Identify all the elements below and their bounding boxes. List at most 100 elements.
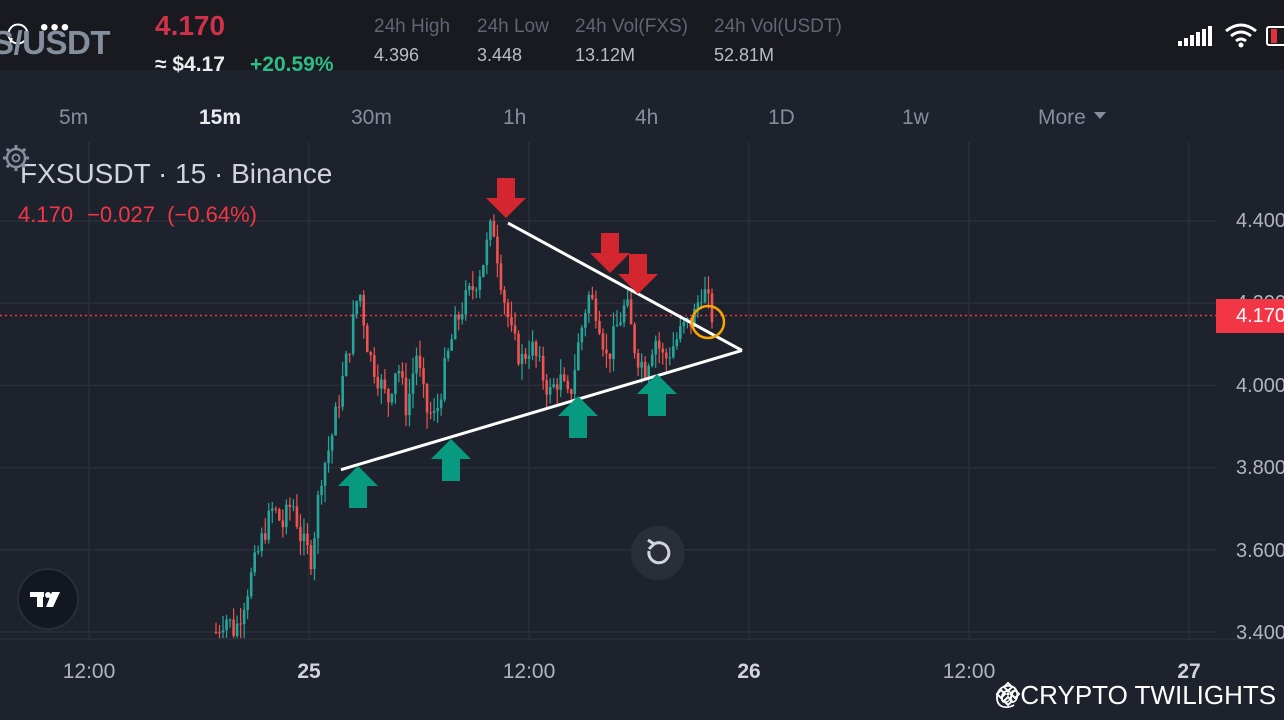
tab-more[interactable]: More	[1038, 106, 1106, 130]
candle-body	[267, 510, 271, 540]
tab-1d[interactable]: 1D	[768, 106, 795, 129]
candle-body	[316, 495, 320, 539]
candle-body	[541, 355, 545, 381]
candle-body	[246, 596, 249, 611]
whatsapp-icon	[7, 23, 29, 45]
candle-body	[467, 285, 471, 291]
candle-body	[218, 632, 221, 634]
candle-body	[292, 506, 295, 508]
tab-5m[interactable]: 5m	[59, 106, 89, 129]
candle-body	[531, 341, 534, 356]
candle-body	[510, 317, 513, 326]
candle-body	[619, 322, 622, 326]
candle-body	[664, 352, 668, 359]
candle-body	[562, 374, 566, 381]
candle-body	[323, 463, 327, 486]
down-arrow-marker	[618, 254, 658, 294]
candle-body	[633, 324, 636, 354]
candle-body	[337, 406, 341, 408]
trading-pair[interactable]: S/USDT	[0, 24, 111, 61]
watermark: @CRYPTO TWILIGHTS	[994, 680, 1276, 711]
candle-body	[584, 313, 587, 328]
candle-body	[496, 236, 499, 264]
candle-body	[707, 289, 710, 294]
market-header: ••• S/USDT 4.170 ≈ $4.17 +20.59% 24h Hig…	[0, 0, 1284, 76]
candle-body	[270, 508, 274, 511]
candle-body	[513, 325, 517, 334]
candle-body	[598, 320, 601, 334]
stat-24h-high: 24h High 4.396	[374, 16, 450, 66]
price-chart[interactable]: FXSUSDT · 15 · Binance 4.170 −0.027 (−0.6…	[0, 142, 1284, 720]
candle-body	[327, 450, 330, 464]
candle-body	[309, 545, 313, 570]
tradingview-logo-icon	[30, 592, 60, 607]
candle-body	[341, 376, 344, 407]
time-axis-label: 27	[1177, 660, 1201, 683]
up-arrow-marker	[637, 374, 677, 416]
candle-body	[418, 355, 422, 368]
candle-body	[362, 294, 366, 326]
candle-body	[682, 321, 686, 327]
tab-15m[interactable]: 15m	[199, 106, 242, 129]
tab-1h[interactable]: 1h	[503, 106, 527, 129]
stat-value: 52.81M	[714, 45, 775, 65]
candle-body	[566, 380, 570, 390]
candle-body	[552, 384, 556, 388]
tradingview-logo[interactable]	[17, 568, 79, 630]
candle-body	[548, 387, 552, 395]
candle-body	[482, 265, 485, 277]
rotate-icon	[647, 538, 671, 565]
candlestick-chart[interactable]	[0, 142, 1284, 720]
candle-body	[594, 298, 598, 321]
reset-chart-button[interactable]	[631, 526, 685, 580]
candle-body	[260, 533, 264, 552]
candle-body	[253, 552, 256, 573]
candle-body	[471, 285, 475, 291]
trendline-support	[340, 349, 743, 472]
candle-body	[302, 533, 306, 542]
stat-label: 24h Low	[477, 16, 549, 37]
candle-body	[640, 361, 643, 368]
candle-body	[429, 412, 432, 414]
candle-body	[214, 632, 218, 633]
price-axis-label: 3.600	[1236, 540, 1284, 562]
candle-body	[587, 294, 591, 314]
more-dots-icon[interactable]: •••	[40, 14, 72, 41]
down-arrow-marker	[486, 178, 526, 218]
tab-30m[interactable]: 30m	[351, 106, 392, 129]
candle-body	[457, 314, 461, 320]
candle-body	[580, 327, 584, 343]
candle-body	[577, 342, 580, 371]
candle-body	[559, 374, 563, 390]
candle-body	[422, 367, 425, 385]
candle-body	[401, 370, 404, 378]
candle-body	[320, 485, 323, 496]
candle-body	[612, 326, 615, 359]
tab-4h[interactable]: 4h	[635, 106, 659, 129]
candle-body	[383, 379, 387, 390]
binance-logo-icon	[995, 681, 1021, 707]
current-price-tag: 4.170	[1216, 299, 1284, 333]
candle-body	[369, 352, 373, 356]
price-axis-label: 3.400	[1236, 622, 1284, 644]
candle-body	[696, 302, 700, 309]
candle-body	[555, 384, 559, 390]
candle-body	[608, 353, 612, 359]
candle-body	[239, 623, 242, 625]
time-axis-label: 26	[737, 660, 761, 683]
candle-body	[415, 355, 418, 374]
candle-body	[411, 373, 415, 394]
time-axis-label: 12:00	[62, 660, 116, 683]
tab-1w[interactable]: 1w	[902, 106, 929, 129]
candle-body	[601, 333, 605, 350]
tab-more-label: More	[1038, 106, 1086, 129]
candle-body	[569, 389, 573, 394]
gear-icon[interactable]	[0, 142, 32, 174]
candle-body	[397, 370, 401, 374]
candle-body	[503, 289, 506, 303]
ohlc-price: 4.170	[18, 202, 74, 227]
candle-body	[380, 379, 383, 389]
watermark-text: @CRYPTO TWILIGHTS	[994, 680, 1277, 710]
candle-body	[436, 408, 439, 411]
candle-body	[443, 358, 446, 400]
